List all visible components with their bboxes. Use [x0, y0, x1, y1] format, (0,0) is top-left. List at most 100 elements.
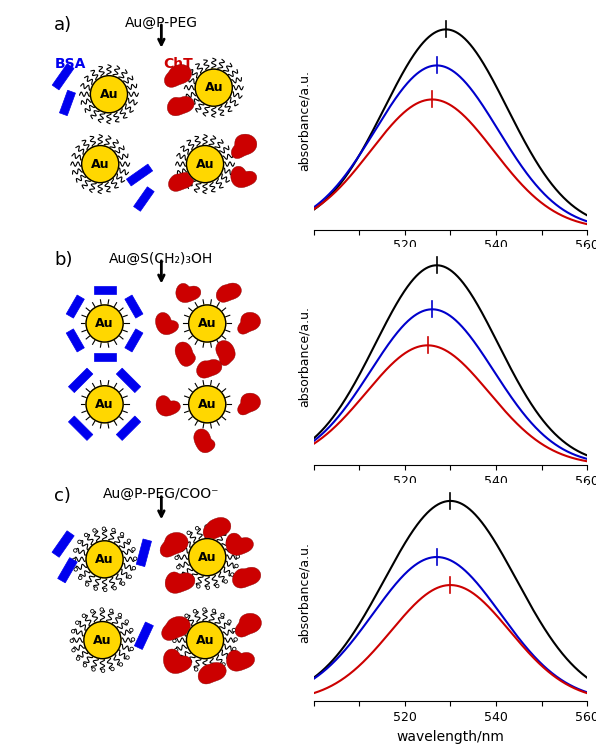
Circle shape	[126, 656, 129, 659]
Circle shape	[204, 669, 207, 673]
Circle shape	[129, 628, 133, 632]
Polygon shape	[116, 416, 141, 440]
Text: Au@P-PEG/COO⁻: Au@P-PEG/COO⁻	[103, 488, 219, 501]
Polygon shape	[194, 429, 215, 453]
Circle shape	[73, 549, 77, 552]
Circle shape	[86, 386, 123, 423]
Circle shape	[193, 610, 197, 613]
Circle shape	[72, 649, 75, 652]
Circle shape	[82, 614, 86, 617]
Text: Au: Au	[91, 158, 110, 170]
Circle shape	[189, 305, 226, 342]
Polygon shape	[134, 622, 153, 650]
Circle shape	[194, 668, 198, 671]
Text: Au: Au	[198, 317, 216, 330]
Circle shape	[231, 573, 234, 576]
Circle shape	[132, 566, 136, 570]
Circle shape	[101, 669, 105, 673]
Polygon shape	[197, 359, 222, 378]
Circle shape	[111, 528, 115, 532]
Circle shape	[72, 629, 75, 633]
Circle shape	[72, 558, 76, 562]
Polygon shape	[94, 353, 116, 362]
Text: c): c)	[54, 488, 72, 506]
Y-axis label: absorbance/a.u.: absorbance/a.u.	[298, 542, 311, 643]
Circle shape	[178, 621, 182, 625]
Circle shape	[91, 76, 128, 112]
Polygon shape	[176, 284, 201, 302]
Y-axis label: absorbance/a.u.: absorbance/a.u.	[298, 70, 311, 171]
Text: Au: Au	[95, 553, 114, 566]
Polygon shape	[125, 295, 143, 318]
Circle shape	[104, 588, 107, 592]
Circle shape	[215, 526, 218, 530]
Text: Au: Au	[93, 634, 111, 646]
Circle shape	[222, 663, 225, 666]
Circle shape	[185, 614, 188, 617]
Circle shape	[216, 584, 219, 588]
Circle shape	[86, 305, 123, 342]
Polygon shape	[94, 286, 116, 294]
Circle shape	[77, 540, 81, 544]
Circle shape	[206, 586, 210, 590]
Polygon shape	[156, 313, 179, 334]
Polygon shape	[238, 393, 260, 415]
Polygon shape	[167, 97, 194, 116]
Polygon shape	[238, 312, 260, 334]
Circle shape	[197, 585, 200, 588]
Circle shape	[93, 529, 97, 532]
Circle shape	[176, 566, 180, 569]
Y-axis label: absorbance/a.u.: absorbance/a.u.	[298, 306, 311, 407]
Circle shape	[110, 609, 113, 613]
Polygon shape	[231, 166, 257, 188]
Polygon shape	[60, 90, 76, 116]
Circle shape	[102, 527, 105, 530]
Polygon shape	[162, 616, 190, 640]
Circle shape	[84, 622, 121, 658]
Polygon shape	[69, 368, 93, 392]
Polygon shape	[125, 329, 143, 352]
Circle shape	[125, 620, 129, 623]
Polygon shape	[163, 649, 192, 674]
Circle shape	[228, 620, 231, 623]
Circle shape	[187, 622, 224, 658]
Circle shape	[187, 531, 191, 535]
Circle shape	[86, 541, 123, 578]
Polygon shape	[52, 64, 74, 90]
Circle shape	[176, 547, 179, 550]
Polygon shape	[216, 283, 241, 302]
Circle shape	[76, 657, 80, 660]
Circle shape	[134, 557, 137, 560]
Circle shape	[132, 548, 135, 551]
Circle shape	[179, 657, 182, 660]
Circle shape	[74, 568, 77, 572]
Circle shape	[228, 656, 232, 659]
Circle shape	[130, 647, 134, 651]
Circle shape	[212, 609, 216, 613]
Polygon shape	[235, 614, 262, 637]
Circle shape	[189, 386, 226, 423]
Polygon shape	[69, 416, 93, 440]
Circle shape	[83, 664, 86, 667]
Circle shape	[223, 530, 226, 534]
Text: ChT: ChT	[163, 57, 193, 71]
Circle shape	[234, 638, 237, 641]
Polygon shape	[169, 172, 194, 191]
Text: Au: Au	[204, 81, 223, 94]
Text: Au: Au	[198, 398, 216, 411]
Circle shape	[175, 649, 178, 652]
Polygon shape	[58, 558, 77, 583]
Circle shape	[122, 582, 125, 586]
Circle shape	[113, 586, 116, 590]
Circle shape	[232, 647, 236, 651]
Polygon shape	[231, 134, 257, 158]
Circle shape	[175, 556, 178, 560]
Circle shape	[85, 583, 89, 586]
Circle shape	[195, 69, 232, 106]
Circle shape	[100, 608, 104, 611]
Circle shape	[188, 580, 191, 584]
Circle shape	[232, 628, 235, 632]
Polygon shape	[164, 64, 192, 87]
Circle shape	[70, 639, 73, 643]
Circle shape	[111, 668, 114, 670]
